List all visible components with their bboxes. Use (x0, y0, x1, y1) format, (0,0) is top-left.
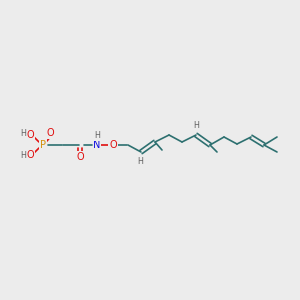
Text: H: H (137, 157, 143, 166)
Text: O: O (109, 140, 117, 150)
Text: O: O (26, 150, 34, 160)
Text: O: O (26, 130, 34, 140)
Text: N: N (93, 140, 101, 150)
Text: H: H (20, 152, 26, 160)
Text: H: H (193, 122, 199, 130)
Text: O: O (46, 128, 54, 138)
Text: H: H (94, 131, 100, 140)
Text: H: H (20, 130, 26, 139)
Text: O: O (76, 152, 84, 162)
Text: P: P (40, 140, 46, 150)
